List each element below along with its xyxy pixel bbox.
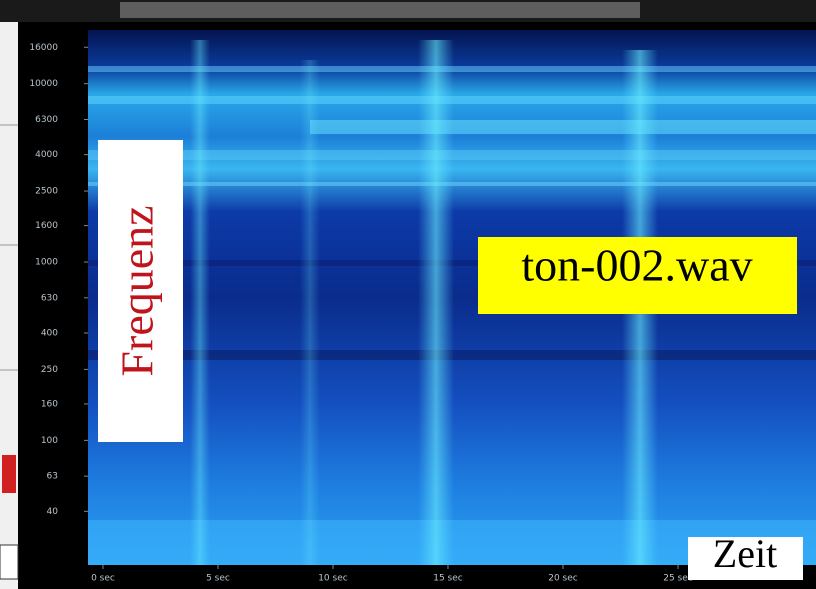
x-tick-label: 0 sec xyxy=(91,574,115,584)
y-tick-label: 400 xyxy=(41,328,58,338)
axes: 40 63 100 160 250 400 630 1000 1600 2500 4000 6300 1… xyxy=(29,43,692,584)
annotation-box xyxy=(478,237,797,314)
y-tick-label: 100 xyxy=(41,436,58,446)
annotation-box xyxy=(98,140,183,442)
y-tick-label: 1000 xyxy=(35,258,58,268)
y-tick-label: 2500 xyxy=(35,187,58,197)
y-tick-label: 160 xyxy=(41,399,58,409)
title-bar-text-fragment xyxy=(120,2,640,18)
side-panel-button[interactable] xyxy=(0,544,19,580)
y-tick-label: 63 xyxy=(47,472,58,482)
x-tick-label: 15 sec xyxy=(433,574,463,584)
time-annotation: Zeit xyxy=(713,531,777,576)
y-tick-label: 16000 xyxy=(29,43,58,53)
y-tick-label: 250 xyxy=(41,365,58,375)
y-tick-label: 1600 xyxy=(35,221,58,231)
spectrogram-streak xyxy=(418,40,454,565)
y-tick-label: 630 xyxy=(41,293,58,303)
x-tick-label: 5 sec xyxy=(206,574,230,584)
y-tick-label: 40 xyxy=(47,507,59,517)
title-bar xyxy=(0,0,816,22)
x-tick-label: 10 sec xyxy=(318,574,348,584)
y-tick-label: 6300 xyxy=(35,115,58,125)
y-tick-label: 4000 xyxy=(35,150,58,160)
side-panel-meter xyxy=(2,455,16,493)
side-panel xyxy=(0,22,18,589)
spectrogram-streak xyxy=(300,60,320,565)
spectrogram-streak xyxy=(190,40,210,565)
y-tick-label: 10000 xyxy=(29,79,58,89)
x-tick-label: 25 sec xyxy=(663,574,693,584)
frequency-annotation: Frequenz xyxy=(112,205,163,376)
file-annotation: ton-002.wav xyxy=(521,240,752,291)
x-tick-label: 20 sec xyxy=(548,574,578,584)
annotation-box xyxy=(688,537,803,580)
